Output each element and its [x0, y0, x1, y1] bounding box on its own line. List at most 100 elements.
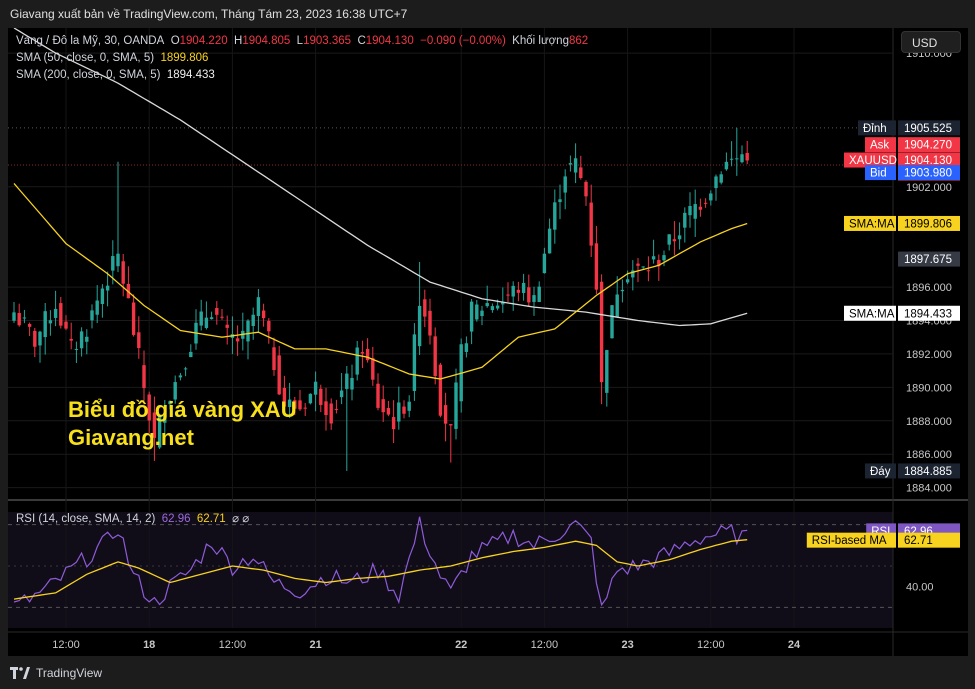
rsi-ma-line — [13, 539, 748, 600]
candle-body — [672, 239, 677, 242]
chart-area[interactable]: 1910.000 1902.000 1896.000 1894.000 1892.000… — [8, 27, 968, 656]
candle-body — [121, 261, 125, 284]
candle-body — [365, 348, 370, 361]
candle-body — [490, 306, 495, 311]
y-tick-label: 1902.000 — [906, 182, 952, 194]
candle-body — [74, 348, 79, 350]
price-label-value-bg — [898, 120, 960, 136]
price-label: 1897.675 — [898, 251, 960, 267]
price-label-value-bg — [898, 305, 960, 321]
candle-body — [698, 206, 703, 210]
candle-body — [282, 387, 287, 407]
candle-body — [293, 400, 297, 409]
price-label: 1894.433 SMA:MA — [844, 305, 960, 321]
x-tick-label: 21 — [309, 639, 321, 651]
price-label-value-bg — [898, 165, 960, 181]
legend-c-label: C — [357, 35, 366, 47]
sma50-line — [13, 182, 748, 380]
brand-label: TradingView — [36, 666, 103, 680]
candle-body — [147, 394, 151, 421]
price-label-name: SMA:MA — [849, 218, 895, 230]
rsi-label-name: RSI-based MA — [812, 535, 887, 547]
candle-body — [651, 256, 656, 260]
price-label: 1903.980 Bid — [865, 165, 960, 181]
candle-body — [251, 314, 255, 327]
candle-body — [163, 415, 167, 423]
price-label-name: SMA:MA — [849, 308, 895, 320]
x-tick-label: 12:00 — [219, 639, 247, 651]
x-tick-label: 12:00 — [531, 639, 559, 651]
legend-symbol[interactable]: Vàng / Đô la Mỹ, 30, OANDA — [16, 35, 165, 47]
rsi-line — [13, 516, 748, 607]
rsi-legend-value: 62.96 — [161, 513, 191, 525]
rsi-y-tick-label: 40.00 — [906, 582, 934, 594]
candle-body — [48, 320, 53, 324]
candle-body — [646, 270, 651, 272]
candle-body — [433, 336, 437, 376]
chart-svg[interactable]: 1910.0001902.0001896.0001894.0001892.000… — [8, 27, 968, 656]
rsi-legend-ma-value: 62.71 — [196, 513, 226, 525]
candle-body — [740, 154, 744, 163]
rsi-legend[interactable]: RSI (14, close, SMA, 14, 2) 62.96 62.71 … — [16, 511, 249, 525]
y-tick-label: 1892.000 — [906, 349, 952, 361]
legend-row-sma50[interactable]: SMA (50, close, 0, SMA, 5) 1899.806 — [16, 50, 588, 67]
legend-open: 1904.220 — [179, 35, 228, 47]
candle-body — [511, 285, 515, 297]
candle-body — [729, 158, 734, 160]
candle-body — [204, 317, 209, 328]
legend-high: 1904.805 — [242, 35, 291, 47]
x-tick-label: 12:00 — [697, 639, 725, 651]
candle-body — [449, 424, 453, 426]
candle-body — [527, 287, 531, 303]
candle-body — [79, 331, 84, 349]
candle-body — [454, 382, 458, 429]
y-tick-label: 1886.000 — [906, 449, 952, 461]
candle-body — [620, 289, 625, 292]
price-label-value: 1894.433 — [904, 308, 952, 320]
legend-volume: 862 — [568, 35, 589, 47]
candle-body — [371, 358, 375, 380]
rsi-label-name-bg — [806, 532, 896, 548]
candle-body — [334, 408, 339, 410]
x-tick-label: 23 — [621, 639, 633, 651]
candle-body — [64, 321, 68, 329]
rsi-background — [8, 512, 893, 628]
candle-body — [667, 234, 671, 245]
candle-body — [246, 320, 250, 342]
candle-body — [152, 412, 157, 438]
main-legend: Vàng / Đô la Mỹ, 30, OANDA O1904.220 H19… — [16, 33, 588, 84]
candle-body — [475, 304, 479, 320]
sma200-label: SMA (200, close, 0, SMA, 5) — [16, 69, 161, 81]
candle-body — [90, 310, 94, 321]
candle-body — [142, 365, 146, 389]
currency-button[interactable]: USD — [901, 31, 961, 53]
price-label: 1899.806 SMA:MA — [844, 215, 960, 231]
legend-row-sma200[interactable]: SMA (200, close, 0, SMA, 5) 1894.433 — [16, 67, 588, 84]
candle-body — [33, 330, 37, 347]
candle-body — [131, 302, 136, 335]
candle-body — [17, 312, 21, 326]
candle-body — [662, 255, 666, 261]
candle-body — [397, 402, 401, 422]
candle-body — [677, 235, 682, 240]
brand[interactable]: TradingView — [10, 666, 102, 680]
rsi-legend-extra: ⌀ ⌀ — [232, 513, 250, 525]
candle-body — [381, 399, 385, 413]
candle-body — [745, 152, 749, 161]
watermark-line-1: Biểu đồ giá vàng XAU — [68, 397, 297, 422]
y-tick-label: 1890.000 — [906, 382, 952, 394]
candle-body — [532, 295, 536, 302]
candle-body — [386, 407, 391, 415]
candle-body — [438, 364, 443, 416]
candle-body — [298, 400, 302, 410]
candle-body — [199, 311, 203, 326]
candle-body — [256, 297, 261, 317]
candle-body — [287, 399, 292, 407]
price-label-value-bg — [898, 463, 960, 479]
y-tick-label: 1896.000 — [906, 282, 952, 294]
candle-body — [38, 331, 42, 346]
candle-body — [85, 336, 89, 342]
price-label-name-bg — [844, 215, 896, 231]
candle-body — [563, 176, 567, 193]
candle-body — [688, 206, 692, 216]
